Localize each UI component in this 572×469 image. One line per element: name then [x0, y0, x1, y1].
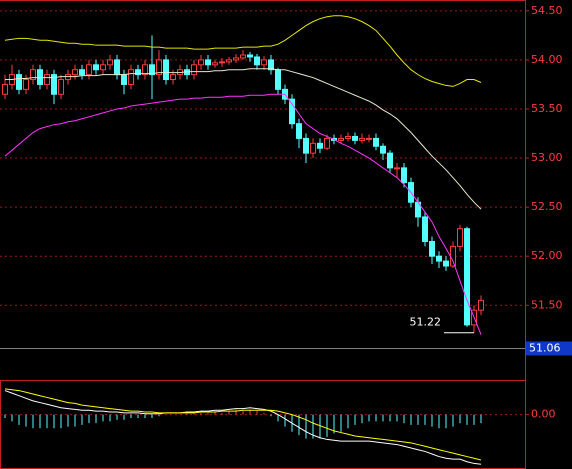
y-tick-label: 53.50 [531, 102, 563, 115]
candle-body [219, 61, 225, 64]
candle-body [380, 145, 386, 154]
candle-body [163, 59, 169, 81]
candle-body [93, 64, 99, 71]
candle-body [170, 74, 176, 81]
candle-body [429, 240, 435, 257]
candle-body [2, 83, 8, 95]
candle-body [198, 59, 204, 66]
candle-body [156, 59, 162, 76]
y-tick-label: 52.00 [531, 249, 563, 262]
candle-body [338, 137, 344, 141]
last-price-label: 51.06 [529, 341, 561, 354]
line-series [4, 93, 482, 335]
candle-body [30, 69, 36, 81]
candle-body [44, 74, 50, 85]
line-series [4, 15, 482, 87]
candle-body [254, 56, 260, 66]
candle-body [352, 135, 358, 141]
candle-body [149, 64, 155, 76]
candle-body [345, 135, 351, 139]
candle-body [247, 54, 253, 58]
candle-body [23, 79, 29, 90]
candle-body [226, 59, 232, 63]
candle-body [373, 137, 379, 147]
y-tick-label: 53.00 [531, 151, 563, 164]
y-tick-label: 54.50 [531, 4, 563, 17]
candle-body [289, 98, 295, 125]
candle-body [366, 137, 372, 140]
candle-body [135, 69, 141, 76]
candle-body [212, 62, 218, 66]
candle-body [261, 59, 267, 66]
candle-body [394, 167, 400, 170]
candle-body [72, 69, 78, 76]
candle-body [359, 137, 365, 141]
candle-body [205, 59, 211, 66]
y-tick-label: 54.00 [531, 53, 563, 66]
line-series [4, 390, 482, 465]
candle-body [324, 137, 330, 149]
y-tick-label: 52.50 [531, 200, 563, 213]
candle-body [443, 260, 449, 267]
candle-body [79, 69, 85, 76]
candle-body [317, 142, 323, 149]
candle-body [450, 245, 456, 267]
candle-body [296, 123, 302, 139]
candle-body [303, 137, 309, 154]
candle-body [240, 54, 246, 59]
line-series [5, 68, 482, 210]
last-price-box [526, 341, 572, 356]
candle-body [51, 74, 57, 95]
candle-body [310, 142, 316, 154]
candle-body [387, 152, 393, 169]
candle-body [401, 167, 407, 184]
candle-body [478, 299, 484, 311]
candle-body [58, 79, 64, 95]
candle-body [142, 64, 148, 76]
y-tick-label: 51.50 [531, 298, 563, 311]
line-series [4, 388, 482, 461]
candle-body [233, 57, 239, 61]
candle-body [114, 59, 120, 76]
candle-body [121, 74, 127, 85]
y-tick-label: 0.00 [531, 408, 556, 421]
candle-body [268, 59, 274, 71]
candle-body [16, 74, 22, 90]
candle-body [191, 64, 197, 76]
annotation: 51.22 [410, 316, 442, 329]
candle-body [464, 228, 470, 326]
candle-body [275, 69, 281, 90]
candle-body [86, 64, 92, 76]
candle-body [436, 255, 442, 262]
candle-body [100, 64, 106, 71]
candle-body [107, 59, 113, 66]
candle-body [422, 216, 428, 242]
candle-body [457, 228, 463, 247]
candle-body [128, 69, 134, 85]
